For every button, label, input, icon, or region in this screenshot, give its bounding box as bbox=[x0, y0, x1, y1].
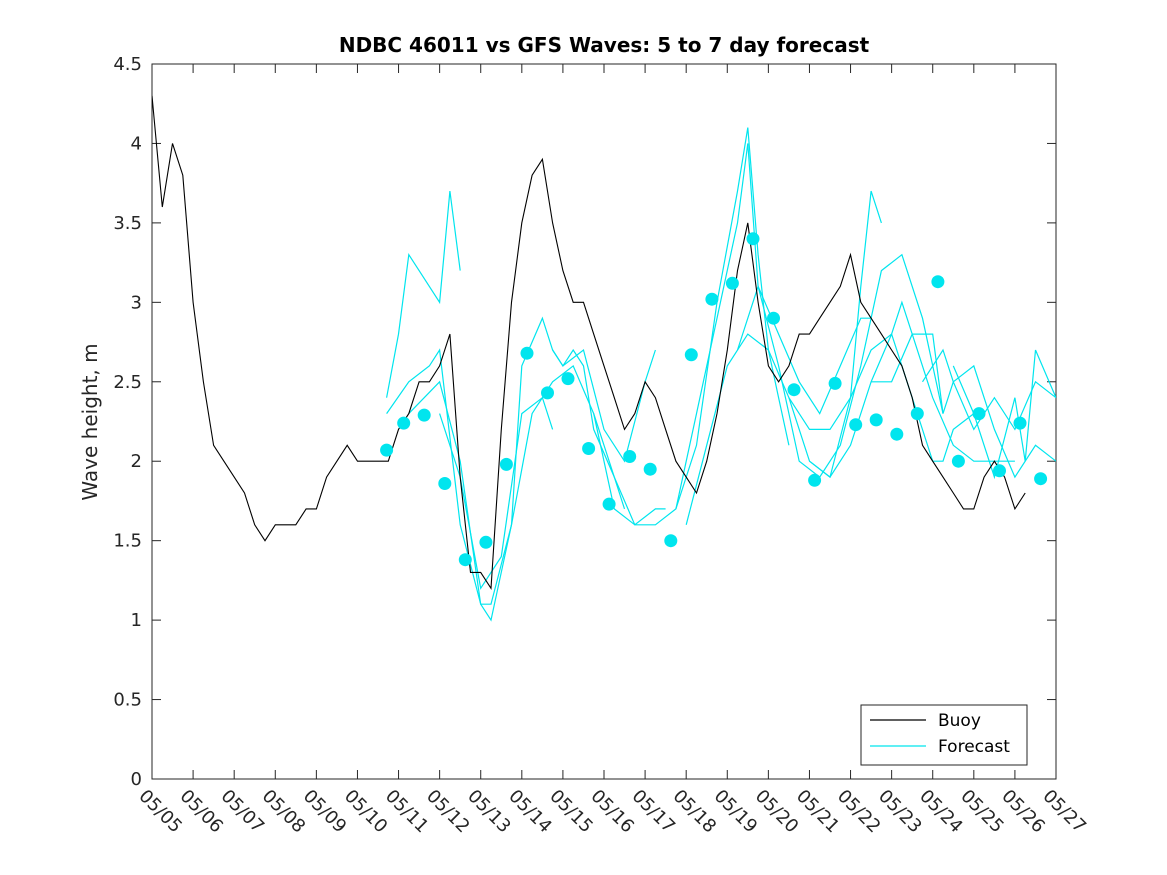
y-tick-label: 1 bbox=[131, 610, 142, 631]
forecast-marker bbox=[869, 413, 883, 427]
forecast-marker bbox=[438, 477, 452, 490]
y-tick-label: 3 bbox=[131, 292, 142, 313]
forecast-marker bbox=[787, 383, 801, 397]
forecast-marker bbox=[725, 276, 739, 290]
forecast-marker bbox=[828, 376, 842, 390]
forecast-marker bbox=[849, 418, 863, 432]
forecast-marker bbox=[1013, 416, 1027, 430]
buoy-line bbox=[152, 95, 1026, 590]
forecast-marker bbox=[499, 457, 513, 471]
forecast-marker bbox=[623, 450, 637, 463]
forecast-marker bbox=[931, 275, 945, 289]
y-tick-label: 2 bbox=[131, 451, 142, 472]
forecast-marker bbox=[561, 372, 575, 386]
y-tick-label: 2.5 bbox=[113, 372, 142, 393]
forecast-marker bbox=[684, 348, 698, 362]
forecast-marker bbox=[993, 464, 1006, 478]
y-axis-label: Wave height, m bbox=[78, 343, 102, 500]
forecast-line bbox=[386, 191, 461, 398]
legend-label-forecast: Forecast bbox=[938, 737, 1010, 757]
forecast-line bbox=[809, 300, 1015, 478]
forecast-marker bbox=[705, 292, 719, 306]
forecast-marker bbox=[746, 232, 760, 246]
forecast-marker bbox=[479, 535, 493, 549]
chart-title: NDBC 46011 vs GFS Waves: 5 to 7 day fore… bbox=[339, 33, 870, 57]
forecast-marker bbox=[951, 454, 965, 468]
y-tick-label: 4 bbox=[131, 133, 142, 154]
forecast-marker bbox=[664, 534, 678, 548]
forecast-marker bbox=[380, 443, 394, 457]
forecast-line bbox=[685, 190, 882, 525]
legend: Buoy Forecast bbox=[860, 704, 1028, 766]
legend-box bbox=[860, 704, 1028, 766]
forecast-marker bbox=[458, 553, 472, 567]
forecast-marker bbox=[602, 497, 616, 511]
forecast-line bbox=[736, 253, 944, 478]
forecast-marker bbox=[582, 442, 596, 455]
forecast-marker bbox=[1034, 472, 1048, 486]
y-tick-label: 0 bbox=[131, 769, 142, 790]
forecast-marker bbox=[643, 462, 657, 476]
y-tick-label: 0.5 bbox=[113, 690, 142, 711]
forecast-marker bbox=[397, 416, 411, 430]
forecast-marker bbox=[890, 427, 904, 441]
forecast-marker bbox=[541, 386, 554, 400]
forecast-marker bbox=[808, 473, 822, 487]
forecast-marker bbox=[520, 346, 534, 360]
forecast-marker bbox=[972, 407, 986, 421]
legend-label-buoy: Buoy bbox=[938, 711, 981, 731]
forecast-line bbox=[675, 143, 872, 510]
forecast-marker bbox=[767, 311, 780, 325]
forecast-line bbox=[386, 316, 626, 605]
y-tick-label: 3.5 bbox=[113, 213, 142, 234]
y-tick-label: 4.5 bbox=[113, 54, 142, 75]
forecast-marker bbox=[910, 407, 924, 421]
forecast-marker bbox=[417, 408, 431, 422]
y-tick-label: 1.5 bbox=[113, 531, 142, 552]
